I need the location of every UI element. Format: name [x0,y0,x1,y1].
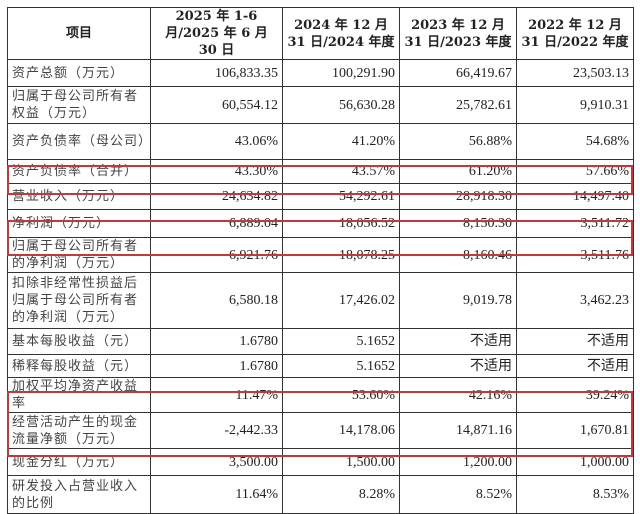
row-value: 66,419.67 [399,59,517,87]
row-value: 17,426.02 [282,272,400,329]
row-label: 资产负债率（母公司） [7,123,151,160]
header-2022: 2022 年 12 月 31 日/2022 年度 [516,7,634,60]
row-value: 23,503.13 [516,59,634,87]
row-value: 6,921.76 [150,237,283,273]
row-value: 1,200.00 [399,448,517,476]
row-label: 资产负债率（合并） [7,159,151,184]
row-label: 基本每股收益（元） [7,328,151,355]
row-label: 营业收入（万元） [7,183,151,210]
row-value: 56,630.28 [282,86,400,124]
table-row: 资产总额（万元） 106,833.35 100,291.90 66,419.67 23,… [7,59,634,87]
row-value: 1,500.00 [282,448,400,476]
row-value: -2,442.33 [150,412,283,449]
row-value: 3,511.76 [516,237,634,273]
row-value: 5.1652 [282,354,400,378]
row-value: 11.64% [150,475,283,514]
row-label: 扣除非经常性损益后归属于母公司所有者的净利润（万元） [7,272,151,329]
table-row: 营业收入（万元） 24,634.82 54,292.61 28,918.30 14,49… [7,183,634,210]
row-value: 3,511.72 [516,209,634,238]
row-value: 43.06% [150,123,283,160]
row-value: 6,580.18 [150,272,283,329]
row-value: 6,889.04 [150,209,283,238]
row-label: 稀释每股收益（元） [7,354,151,378]
row-value: 14,871.16 [399,412,517,449]
row-value: 14,178.06 [282,412,400,449]
row-value: 28,918.30 [399,183,517,210]
table-row: 经营活动产生的现金流量净额（万元） -2,442.33 14,178.06 14,87… [7,412,634,449]
table-row: 净利润（万元） 6,889.04 18,056.52 8,150.30 3,511.72 [7,209,634,238]
row-value: 25,782.61 [399,86,517,124]
header-2023: 2023 年 12 月 31 日/2023 年度 [399,7,517,60]
row-value: 43.57% [282,159,400,184]
table-row: 资产负债率（母公司） 43.06% 41.20% 56.88% 54.68% [7,123,634,160]
row-value: 8.52% [399,475,517,514]
row-value: 100,291.90 [282,59,400,87]
row-value: 39.24% [516,377,634,413]
row-label: 现金分红（万元） [7,448,151,476]
row-value: 1.6780 [150,328,283,355]
row-value: 54.68% [516,123,634,160]
row-value: 57.66% [516,159,634,184]
row-value: 11.47% [150,377,283,413]
row-value: 56.88% [399,123,517,160]
row-value: 1.6780 [150,354,283,378]
row-value: 不适用 [516,354,634,378]
row-value: 61.20% [399,159,517,184]
row-value: 8.53% [516,475,634,514]
table-row: 稀释每股收益（元） 1.6780 5.1652 不适用 不适用 [7,354,634,378]
row-value: 18,078.25 [282,237,400,273]
row-value: 54,292.61 [282,183,400,210]
row-value: 8,150.30 [399,209,517,238]
row-value: 24,634.82 [150,183,283,210]
row-value: 3,500.00 [150,448,283,476]
header-2024: 2024 年 12 月 31 日/2024 年度 [282,7,400,60]
row-label: 经营活动产生的现金流量净额（万元） [7,412,151,449]
row-label: 资产总额（万元） [7,59,151,87]
row-value: 3,462.23 [516,272,634,329]
row-value: 不适用 [516,328,634,355]
row-value: 14,497.40 [516,183,634,210]
table-row: 扣除非经常性损益后归属于母公司所有者的净利润（万元） 6,580.18 17,426… [7,272,634,329]
header-item: 项目 [7,7,151,60]
financial-summary-table: 项目 2025 年 1-6 月/2025 年 6 月 30 日 2024 年 1… [7,7,634,514]
row-value: 5.1652 [282,328,400,355]
row-label: 归属于母公司所有者的净利润（万元） [7,237,151,273]
row-label: 研发投入占营业收入的比例 [7,475,151,514]
table-row: 现金分红（万元） 3,500.00 1,500.00 1,200.00 1,000.00 [7,448,634,476]
row-label: 归属于母公司所有者权益（万元） [7,86,151,124]
row-value: 不适用 [399,328,517,355]
table-row: 归属于母公司所有者权益（万元） 60,554.12 56,630.28 25,782.… [7,86,634,124]
header-2025h1: 2025 年 1-6 月/2025 年 6 月 30 日 [150,7,283,60]
row-value: 42.16% [399,377,517,413]
row-value: 60,554.12 [150,86,283,124]
row-label: 加权平均净资产收益率 [7,377,151,413]
row-value: 41.20% [282,123,400,160]
table-row: 加权平均净资产收益率 11.47% 53.60% 42.16% 39.24% [7,377,634,413]
table-row: 归属于母公司所有者的净利润（万元） 6,921.76 18,078.25 8,160.… [7,237,634,273]
row-label: 净利润（万元） [7,209,151,238]
row-value: 106,833.35 [150,59,283,87]
row-value: 不适用 [399,354,517,378]
row-value: 1,670.81 [516,412,634,449]
table-row: 资产负债率（合并） 43.30% 43.57% 61.20% 57.66% [7,159,634,184]
table-row: 研发投入占营业收入的比例 11.64% 8.28% 8.52% 8.53% [7,475,634,514]
row-value: 43.30% [150,159,283,184]
row-value: 53.60% [282,377,400,413]
row-value: 1,000.00 [516,448,634,476]
row-value: 18,056.52 [282,209,400,238]
row-value: 8.28% [282,475,400,514]
row-value: 9,910.31 [516,86,634,124]
row-value: 9,019.78 [399,272,517,329]
row-value: 8,160.46 [399,237,517,273]
table-row: 基本每股收益（元） 1.6780 5.1652 不适用 不适用 [7,328,634,355]
table-header-row: 项目 2025 年 1-6 月/2025 年 6 月 30 日 2024 年 1… [7,7,634,60]
